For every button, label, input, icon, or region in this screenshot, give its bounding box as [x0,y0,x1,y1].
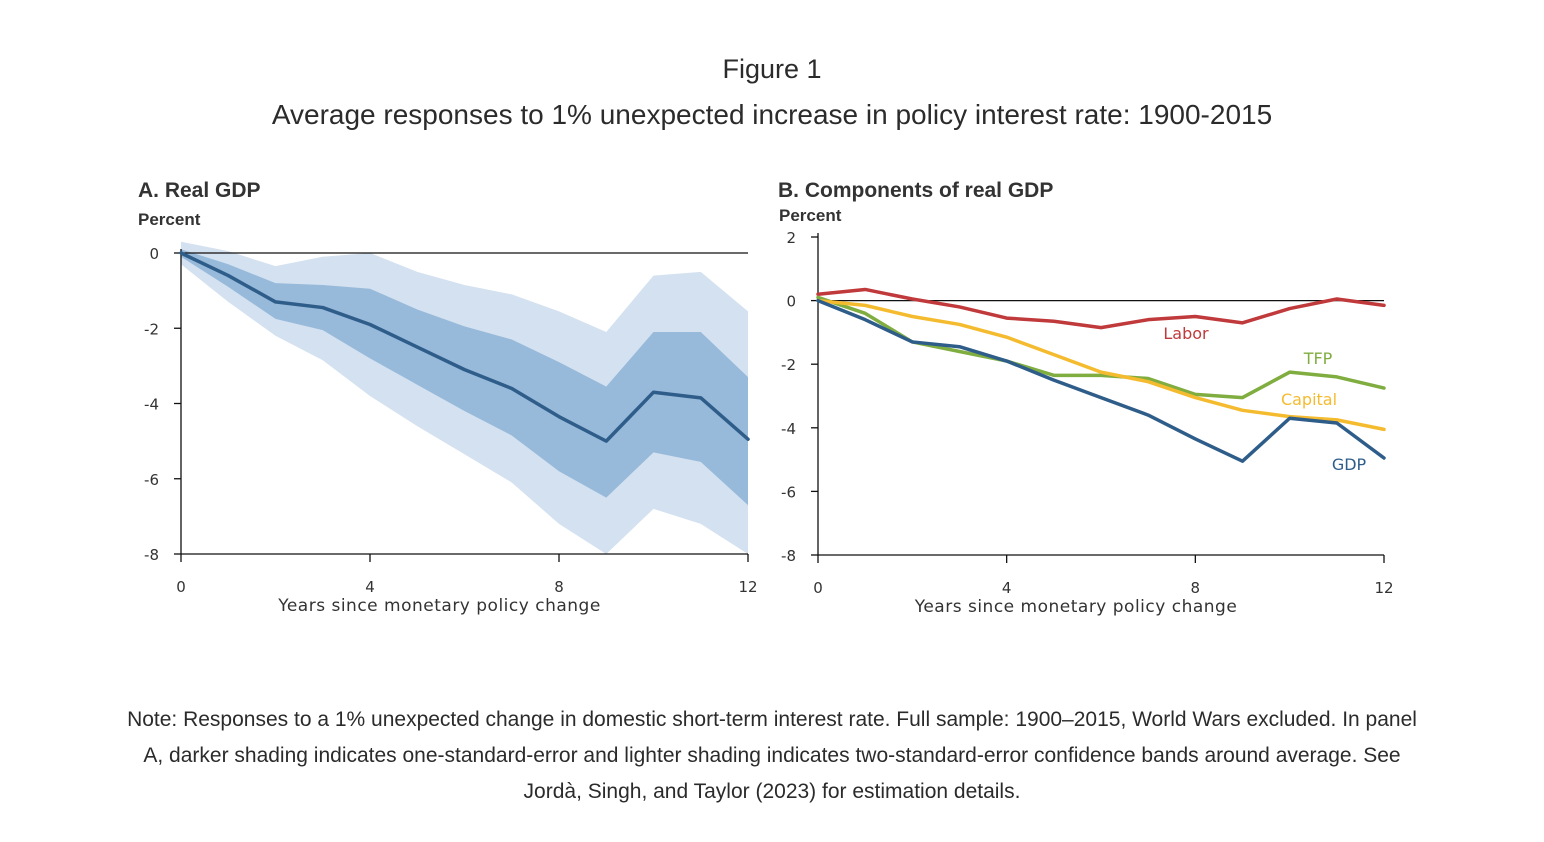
series-label-labor: Labor [1163,324,1209,343]
figure-note: Note: Responses to a 1% unexpected chang… [127,708,1417,803]
series-line-labor [816,287,1386,330]
x-tick-label-b: 4 [1002,579,1012,597]
y-tick-label-a: -2 [144,320,159,338]
series-label-gdp: GDP [1332,455,1367,474]
y-tick-label-a: -4 [144,396,159,414]
x-tick-label-a: 0 [176,578,186,596]
y-tick-label-b: -4 [781,420,796,438]
series-line-gdp [816,298,1386,463]
y-tick-label-b: -2 [781,356,796,374]
y-tick-label-a: 0 [149,245,159,263]
series-label-capital: Capital [1281,390,1337,409]
series-line-tfp [816,295,1386,400]
y-tick-label-a: -8 [144,546,159,564]
x-tick-label-a: 8 [554,578,564,596]
y-tick-label-b: -6 [781,483,796,501]
y-tick-label-b: 0 [786,293,796,311]
series-line-real-gdp [179,251,750,443]
y-tick-label-b: 2 [786,229,796,247]
panel-a-title: A. Real GDP [138,179,261,202]
panel-b-title: B. Components of real GDP [778,179,1054,202]
figure-title: Average responses to 1% unexpected incre… [271,99,1273,130]
x-tick-label-a: 12 [738,578,757,596]
y-tick-label-a: -6 [144,471,159,489]
y-tick-label-b: -8 [781,547,796,565]
panel-a-unit: Percent [138,210,201,229]
x-tick-label-b: 12 [1374,579,1393,597]
figure-label: Figure 1 [722,54,822,84]
x-axis-title-a: Years since monetary policy change [277,596,601,616]
x-tick-label-a: 4 [365,578,375,596]
x-tick-label-b: 0 [813,579,823,597]
series-line-capital [816,298,1386,432]
panel-b-unit: Percent [779,206,842,225]
series-label-tfp: TFP [1303,349,1333,368]
x-axis-title-b: Years since monetary policy change [914,597,1238,617]
x-tick-label-b: 8 [1191,579,1201,597]
